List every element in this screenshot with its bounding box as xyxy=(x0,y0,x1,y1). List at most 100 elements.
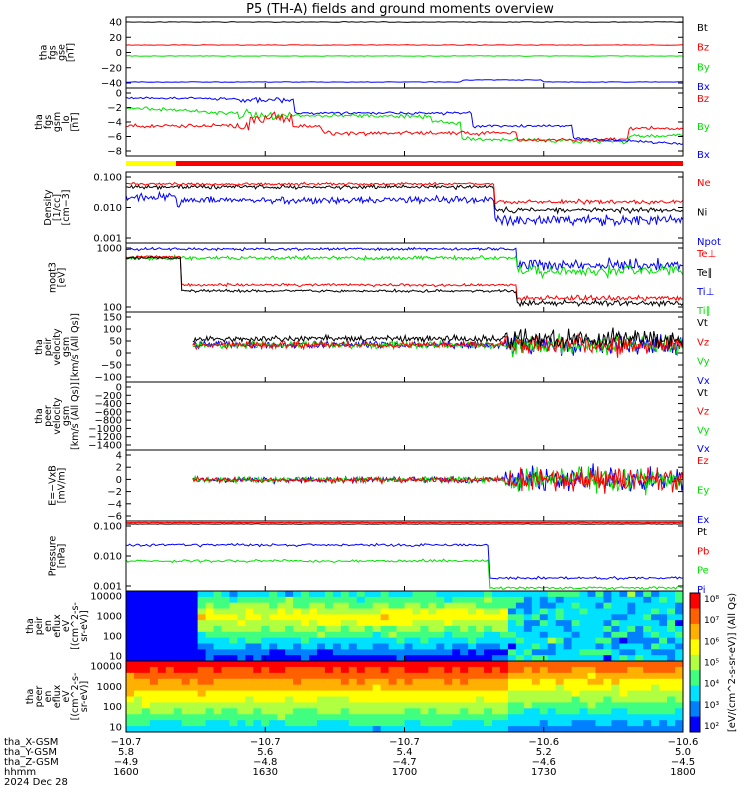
heat-cell xyxy=(221,620,230,627)
heat-cell xyxy=(301,608,310,615)
heat-cell xyxy=(126,690,135,697)
heat-cell xyxy=(675,666,683,674)
heat-cell xyxy=(428,649,437,656)
heat-cell xyxy=(476,702,485,709)
heat-cell xyxy=(667,643,676,650)
heat-cell xyxy=(181,678,191,686)
heat-cell xyxy=(675,626,683,633)
heat-cell xyxy=(348,655,358,661)
heat-cell xyxy=(595,637,604,644)
heat-cell xyxy=(619,643,628,650)
heat-cell xyxy=(141,678,151,686)
heat-cell xyxy=(364,637,374,644)
data-density xyxy=(126,181,683,227)
panels-group: thafgsgse[nT]40200−20−40BtBzByBxthafgsgs… xyxy=(25,16,721,734)
heat-cell xyxy=(547,631,557,639)
heat-cell xyxy=(309,696,318,703)
heat-cell xyxy=(484,714,493,721)
heat-cell xyxy=(372,655,382,661)
heat-cell xyxy=(197,620,207,627)
heat-cell xyxy=(332,596,342,604)
heat-cell xyxy=(460,620,469,627)
heat-cell xyxy=(452,631,461,639)
heat-cell xyxy=(348,690,358,697)
heat-cell xyxy=(149,620,159,627)
heat-cell xyxy=(555,708,565,715)
heat-cell xyxy=(229,702,238,709)
heat-cell xyxy=(619,684,628,692)
heat-cell xyxy=(492,626,501,633)
heat-cell xyxy=(492,637,501,644)
heat-cell xyxy=(579,690,589,697)
heat-cell xyxy=(539,678,549,686)
heat-cell xyxy=(173,655,183,661)
heat-cell xyxy=(332,637,342,644)
data-peir_velocity xyxy=(192,327,683,358)
heat-cell xyxy=(563,643,573,650)
heat-cell xyxy=(301,626,310,633)
heat-cell xyxy=(309,608,318,615)
heat-cell xyxy=(420,591,429,598)
heat-cell xyxy=(468,708,477,715)
heat-cell xyxy=(173,690,183,697)
heat-cell xyxy=(595,626,604,633)
ytick-label: −2 xyxy=(107,103,122,114)
heat-cell xyxy=(309,591,318,598)
heat-cell xyxy=(507,661,517,668)
heat-cell xyxy=(531,631,541,639)
heat-cell xyxy=(356,631,366,639)
heat-cell xyxy=(675,643,683,650)
heat-cell xyxy=(245,678,254,686)
heat-cell xyxy=(348,637,358,644)
heat-cell xyxy=(587,655,596,661)
heat-cell xyxy=(412,684,421,692)
heat-cell xyxy=(659,720,668,727)
heat-cell xyxy=(436,643,445,650)
heat-cell xyxy=(189,643,199,650)
heat-cell xyxy=(237,649,246,656)
heat-cell xyxy=(563,631,573,639)
ylabel-line: _lo xyxy=(61,115,72,129)
heat-cell xyxy=(436,726,445,732)
heat-cell xyxy=(507,626,517,633)
heat-cell xyxy=(181,626,191,633)
heat-cell xyxy=(380,672,390,680)
heat-cell xyxy=(197,637,207,644)
heat-cell xyxy=(452,708,461,715)
heat-cell xyxy=(563,649,573,656)
heat-cell xyxy=(428,637,437,644)
heat-cell xyxy=(285,661,294,668)
heat-cell xyxy=(364,591,374,598)
heat-cell xyxy=(237,643,246,650)
heat-cell xyxy=(436,649,445,656)
heat-cell xyxy=(603,608,612,615)
series-Bz xyxy=(126,111,683,143)
heat-cell xyxy=(245,714,254,721)
heat-cell xyxy=(659,596,668,604)
heat-cell xyxy=(269,678,278,686)
heat-cell xyxy=(173,666,183,674)
heat-cell xyxy=(563,626,573,633)
heat-cell xyxy=(141,726,151,732)
heat-cell xyxy=(452,608,461,615)
heat-cell xyxy=(547,661,557,668)
heat-cell xyxy=(667,591,676,598)
heat-cell xyxy=(571,631,581,639)
series-Te∥ xyxy=(126,255,683,308)
heat-cell xyxy=(507,643,517,650)
heat-cell xyxy=(651,726,660,732)
heat-cell xyxy=(173,631,183,639)
heat-cell xyxy=(539,684,549,692)
heat-cell xyxy=(213,614,222,621)
heat-cell xyxy=(229,666,238,674)
heat-cell xyxy=(348,684,358,692)
heat-cell xyxy=(603,690,612,697)
heat-cell xyxy=(213,643,222,650)
heat-cell xyxy=(531,643,541,650)
heat-cell xyxy=(237,666,246,674)
heat-cell xyxy=(181,637,191,644)
heat-cell xyxy=(595,608,604,615)
heat-cell xyxy=(412,702,421,709)
heat-cell xyxy=(221,649,230,656)
